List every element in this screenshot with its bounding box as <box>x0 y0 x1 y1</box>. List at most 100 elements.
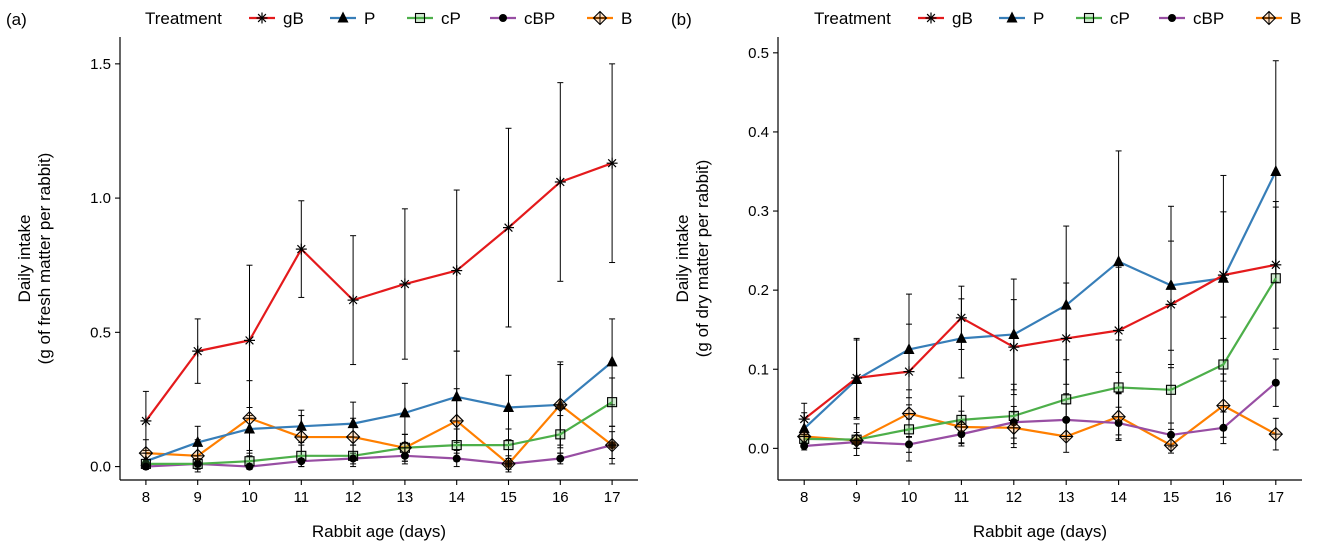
data-point <box>955 312 967 324</box>
y-tick-label: 0.0 <box>90 459 111 476</box>
data-point <box>1270 273 1281 284</box>
legend-label: gB <box>283 9 304 28</box>
data-point <box>140 415 152 427</box>
data-point <box>451 440 462 451</box>
series-line-cp <box>804 277 1277 441</box>
y-tick-label: 1.0 <box>90 190 111 207</box>
data-point <box>1270 164 1282 176</box>
x-tick-label: 11 <box>294 489 310 506</box>
y-tick-label: 0.0 <box>748 440 769 457</box>
x-tick-label: 15 <box>1163 489 1180 506</box>
data-point <box>1216 398 1231 413</box>
data-point <box>606 157 618 169</box>
legend-label: gB <box>952 9 973 28</box>
legend-marker <box>925 12 937 24</box>
legend-marker <box>337 11 349 23</box>
data-point <box>397 440 413 456</box>
data-point <box>297 457 306 466</box>
data-point <box>1062 415 1071 424</box>
data-point <box>798 422 810 434</box>
data-point <box>903 424 915 435</box>
data-point <box>1060 332 1072 344</box>
data-point <box>190 448 205 464</box>
legend-label: P <box>1033 9 1044 28</box>
legend-marker <box>499 14 507 22</box>
data-point <box>1218 359 1229 370</box>
x-tick-label: 10 <box>901 489 918 506</box>
data-point <box>1060 298 1072 310</box>
legend-item-cbp: cBP <box>490 9 555 28</box>
data-point <box>1008 341 1020 353</box>
y-tick-label: 0.3 <box>748 203 769 220</box>
data-point <box>954 419 969 435</box>
error-bars-b <box>801 373 1279 454</box>
data-point <box>399 406 411 418</box>
panel-label: (a) <box>6 10 27 29</box>
series-points-cbp <box>141 441 617 471</box>
legend-label: cBP <box>1193 9 1224 28</box>
data-point <box>452 454 461 463</box>
series-line-cp <box>145 401 613 465</box>
series-points-b <box>138 397 620 472</box>
y-tick-label: 0.2 <box>748 282 769 299</box>
legend-label: P <box>364 9 375 28</box>
data-point <box>1165 298 1177 310</box>
data-point <box>955 331 967 343</box>
series-points-cp <box>799 273 1281 445</box>
data-point <box>901 406 917 421</box>
x-tick-label: 16 <box>1215 489 1232 506</box>
data-point <box>347 417 359 429</box>
data-point <box>141 462 150 471</box>
data-point <box>1006 420 1022 436</box>
y-tick-label: 0.5 <box>90 324 111 341</box>
error-bars-b <box>142 361 616 473</box>
y-axis-title: (g of fresh matter per rabbit) <box>35 153 54 365</box>
data-point <box>606 355 618 367</box>
data-point <box>138 445 154 461</box>
data-point <box>1113 255 1125 267</box>
y-tick-label: 0.4 <box>748 124 769 141</box>
data-point <box>399 278 411 290</box>
data-point <box>242 410 257 426</box>
x-tick-label: 13 <box>397 489 414 506</box>
legend-item-gb: gB <box>918 9 973 28</box>
data-point <box>796 429 812 444</box>
series-line-cbp <box>804 381 1277 448</box>
series-line-b <box>145 403 613 465</box>
legend-item-p: P <box>999 9 1044 28</box>
error-bars-gb <box>142 63 616 451</box>
data-point <box>1058 429 1074 444</box>
x-tick-label: 11 <box>954 489 970 506</box>
data-point <box>607 397 618 408</box>
legend-marker <box>1261 10 1277 26</box>
data-point <box>554 176 566 188</box>
x-tick-label: 8 <box>142 489 150 506</box>
y-tick-label: 1.5 <box>90 56 111 73</box>
x-tick-label: 10 <box>241 489 258 506</box>
panel-label: (b) <box>671 10 692 29</box>
x-tick-label: 9 <box>194 489 202 506</box>
data-point <box>1270 259 1282 271</box>
x-axis-title: Rabbit age (days) <box>312 522 446 541</box>
data-point <box>1113 382 1124 393</box>
x-tick-label: 16 <box>552 489 569 506</box>
data-point <box>345 429 361 445</box>
series-line-gb <box>803 263 1277 420</box>
error-bars-gb <box>801 201 1279 436</box>
legend-item-gb: gB <box>249 9 304 28</box>
legend-title: Treatment <box>145 9 222 28</box>
data-point <box>1271 378 1280 387</box>
error-bars-p <box>801 60 1279 445</box>
series-points-cbp <box>800 378 1280 450</box>
series-line-p <box>803 170 1277 430</box>
legend-label: cP <box>1110 9 1130 28</box>
data-point <box>1165 278 1177 290</box>
data-point <box>449 413 464 429</box>
error-bars-cp <box>801 206 1279 462</box>
data-point <box>800 441 809 450</box>
data-point <box>244 334 255 346</box>
data-point <box>903 342 915 354</box>
